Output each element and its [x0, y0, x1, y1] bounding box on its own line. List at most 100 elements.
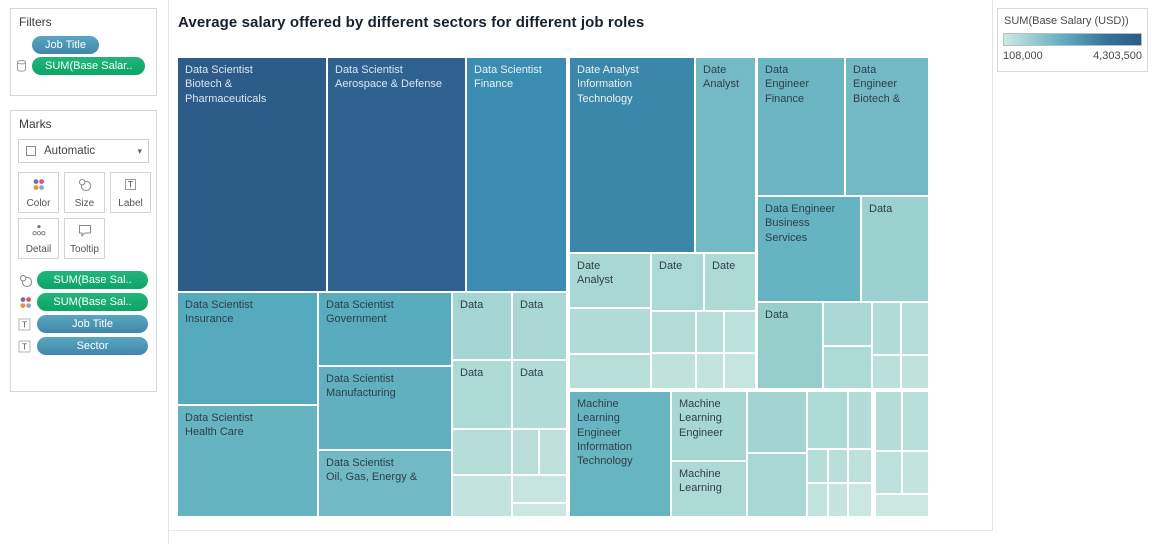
treemap-block[interactable] — [808, 392, 847, 448]
treemap-block[interactable] — [453, 430, 511, 474]
left-sidebar: Filters Job Title SUM(Base Salar.. Marks … — [0, 0, 169, 544]
treemap-block[interactable] — [829, 484, 847, 516]
treemap-block[interactable] — [903, 392, 928, 450]
tooltip-button[interactable]: Tooltip — [64, 218, 105, 259]
treemap-block[interactable] — [873, 356, 900, 388]
treemap-block[interactable] — [808, 450, 827, 482]
filters-title: Filters — [19, 15, 52, 29]
treemap-block[interactable] — [902, 303, 928, 354]
treemap-block[interactable] — [808, 484, 827, 516]
treemap-block[interactable] — [697, 354, 723, 388]
field-pill-sum-base-salar[interactable]: SUM(Base Salar.. — [32, 56, 146, 75]
treemap-block-machine-learning-engineer[interactable]: Machine Learning Engineer — [672, 392, 746, 460]
treemap-block[interactable] — [902, 356, 928, 388]
treemap-block-date-analyst[interactable]: Date Analyst — [696, 58, 755, 252]
treemap-block[interactable] — [824, 347, 871, 388]
size-icon — [77, 177, 92, 197]
treemap-block-date-analyst-information-technology[interactable]: Date Analyst Information Technology — [570, 58, 694, 252]
pill-row: SUM(Base Sal.. — [11, 291, 156, 313]
label-button[interactable]: T Label — [110, 172, 151, 213]
treemap-block[interactable] — [849, 450, 871, 482]
field-pill-sum-base-sal[interactable]: SUM(Base Sal.. — [37, 271, 148, 289]
legend-sidebar: SUM(Base Salary (USD)) 108,000 4,303,500 — [994, 0, 1152, 544]
detail-button-label: Detail — [25, 243, 52, 255]
treemap-block[interactable] — [652, 312, 695, 352]
field-pill-job-title[interactable]: Job Title — [32, 35, 99, 54]
treemap-block[interactable] — [570, 355, 650, 388]
filters-card: Filters Job Title SUM(Base Salar.. — [10, 8, 157, 96]
treemap-block-data[interactable]: Data — [862, 197, 928, 301]
treemap-block[interactable] — [748, 454, 806, 516]
treemap: Data Scientist Biotech & Pharmaceuticals… — [178, 58, 928, 516]
treemap-block[interactable] — [652, 354, 695, 388]
treemap-block-data-scientist-finance[interactable]: Data Scientist Finance — [467, 58, 566, 291]
treemap-block-data-engineer-business-services[interactable]: Data Engineer Business Services — [758, 197, 860, 301]
treemap-block-machine-learning[interactable]: Machine Learning — [672, 462, 746, 516]
treemap-block-data-scientist-aerospace-defense[interactable]: Data Scientist Aerospace & Defense — [328, 58, 465, 291]
legend-min-value: 108,000 — [1003, 50, 1043, 62]
treemap-block-date[interactable]: Date — [652, 254, 703, 310]
database-icon — [16, 59, 32, 73]
treemap-block-date-analyst[interactable]: Date Analyst — [570, 254, 650, 307]
treemap-block-data-scientist-oil-gas-energy[interactable]: Data Scientist Oil, Gas, Energy & — [319, 451, 451, 516]
treemap-block-machine-learning-engineer-information-technology[interactable]: Machine Learning Engineer Information Te… — [570, 392, 670, 516]
svg-text:T: T — [22, 341, 27, 351]
mark-type-label: Automatic — [44, 145, 96, 157]
treemap-block[interactable] — [903, 452, 928, 493]
treemap-block-data-engineer-biotech[interactable]: Data Engineer Biotech & — [846, 58, 928, 195]
treemap-block[interactable] — [876, 495, 928, 516]
color-icon — [18, 295, 34, 310]
treemap-block[interactable] — [513, 476, 566, 502]
size-button-label: Size — [74, 197, 95, 209]
field-pill-job-title[interactable]: Job Title — [37, 315, 148, 333]
treemap-block-data-scientist-insurance[interactable]: Data Scientist Insurance — [178, 293, 317, 404]
color-gradient-bar[interactable] — [1003, 33, 1142, 46]
treemap-block[interactable] — [849, 484, 871, 516]
treemap-block-data[interactable]: Data — [453, 361, 511, 428]
treemap-block[interactable] — [453, 476, 511, 516]
treemap-block[interactable] — [513, 504, 566, 516]
treemap-block[interactable] — [725, 354, 755, 388]
treemap-block-data-scientist-government[interactable]: Data Scientist Government — [319, 293, 451, 365]
marks-buttons: Color Size T Label Detail Tooltip — [11, 168, 156, 265]
treemap-block[interactable] — [570, 309, 650, 353]
treemap-block[interactable] — [873, 303, 900, 354]
chevron-down-icon[interactable]: ▾ — [137, 145, 142, 156]
treemap-block-date[interactable]: Date — [705, 254, 755, 310]
size-button[interactable]: Size — [64, 172, 105, 213]
treemap-block[interactable] — [849, 392, 871, 448]
field-pill-sum-base-sal[interactable]: SUM(Base Sal.. — [37, 293, 148, 311]
color-button[interactable]: Color — [18, 172, 59, 213]
marks-card: Marks Automatic ▾ Color Size T Label Detail T… — [10, 110, 157, 392]
treemap-block[interactable] — [540, 430, 566, 474]
marks-pills: SUM(Base Sal.. SUM(Base Sal.. T Job Title T S… — [11, 269, 156, 357]
treemap-block[interactable] — [829, 450, 847, 482]
treemap-block[interactable] — [876, 392, 901, 450]
pill-row: Job Title — [11, 34, 156, 55]
treemap-block-data[interactable]: Data — [513, 361, 566, 428]
color-legend-card: SUM(Base Salary (USD)) 108,000 4,303,500 — [997, 8, 1148, 72]
color-icon — [31, 177, 46, 197]
treemap-block[interactable] — [513, 430, 538, 474]
mark-type-dropdown[interactable]: Automatic ▾ — [18, 139, 149, 163]
text-icon: T — [18, 318, 34, 331]
treemap-block[interactable] — [824, 303, 871, 345]
treemap-block-data-scientist-biotech-pharmaceuticals[interactable]: Data Scientist Biotech & Pharmaceuticals — [178, 58, 326, 291]
treemap-block-data-scientist-manufacturing[interactable]: Data Scientist Manufacturing — [319, 367, 451, 449]
treemap-block-data[interactable]: Data — [453, 293, 511, 359]
treemap-block-data-engineer-finance[interactable]: Data Engineer Finance — [758, 58, 844, 195]
svg-text:T: T — [22, 319, 27, 329]
detail-icon — [31, 223, 47, 243]
tooltip-icon — [77, 223, 93, 243]
treemap-block-data[interactable]: Data — [758, 303, 822, 388]
treemap-block-data-scientist-health-care[interactable]: Data Scientist Health Care — [178, 406, 317, 516]
treemap-block[interactable] — [748, 392, 806, 452]
treemap-block[interactable] — [876, 452, 901, 493]
detail-button[interactable]: Detail — [18, 218, 59, 259]
treemap-block[interactable] — [725, 312, 755, 352]
treemap-block-data[interactable]: Data — [513, 293, 566, 359]
svg-text:T: T — [128, 179, 134, 189]
field-pill-sector[interactable]: Sector — [37, 337, 148, 355]
treemap-block[interactable] — [697, 312, 723, 352]
